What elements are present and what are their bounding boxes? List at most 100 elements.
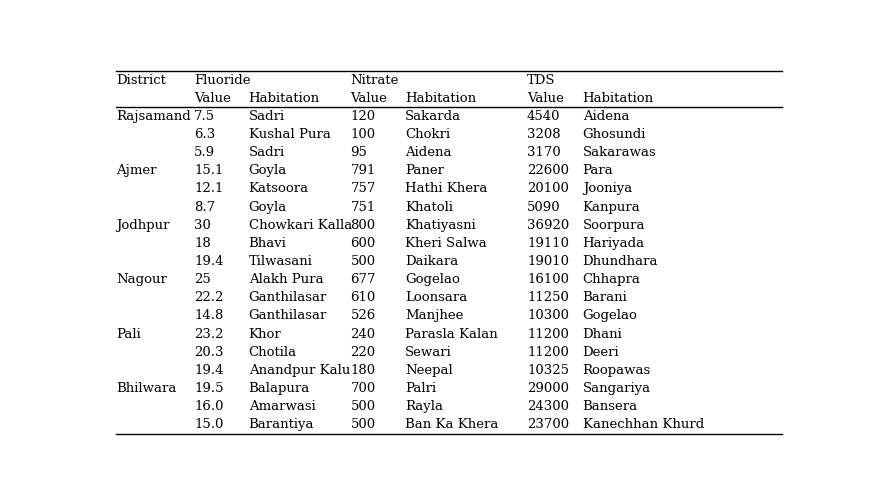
Text: Barani: Barani bbox=[583, 291, 627, 304]
Text: Ban Ka Khera: Ban Ka Khera bbox=[405, 418, 498, 431]
Text: Alakh Pura: Alakh Pura bbox=[249, 273, 323, 286]
Text: Ajmer: Ajmer bbox=[117, 164, 157, 177]
Text: Value: Value bbox=[350, 92, 387, 105]
Text: Ghosundi: Ghosundi bbox=[583, 128, 646, 141]
Text: 5.9: 5.9 bbox=[194, 146, 215, 159]
Text: Neepal: Neepal bbox=[405, 364, 453, 377]
Text: Chotila: Chotila bbox=[249, 346, 297, 359]
Text: 100: 100 bbox=[350, 128, 376, 141]
Text: 800: 800 bbox=[350, 219, 376, 232]
Text: Bansera: Bansera bbox=[583, 400, 638, 413]
Text: 23700: 23700 bbox=[527, 418, 569, 431]
Text: 20100: 20100 bbox=[527, 183, 569, 195]
Text: 6.3: 6.3 bbox=[194, 128, 215, 141]
Text: Dhundhara: Dhundhara bbox=[583, 255, 658, 268]
Text: Para: Para bbox=[583, 164, 613, 177]
Text: Katsoora: Katsoora bbox=[249, 183, 309, 195]
Text: 29000: 29000 bbox=[527, 382, 569, 395]
Text: Value: Value bbox=[527, 92, 564, 105]
Text: 15.1: 15.1 bbox=[194, 164, 223, 177]
Text: 95: 95 bbox=[350, 146, 367, 159]
Text: 500: 500 bbox=[350, 400, 376, 413]
Text: 16100: 16100 bbox=[527, 273, 569, 286]
Text: 10300: 10300 bbox=[527, 310, 569, 322]
Text: Nitrate: Nitrate bbox=[350, 73, 399, 86]
Text: 23.2: 23.2 bbox=[194, 327, 224, 341]
Text: Kanpura: Kanpura bbox=[583, 200, 640, 214]
Text: 4540: 4540 bbox=[527, 110, 561, 123]
Text: 14.8: 14.8 bbox=[194, 310, 223, 322]
Text: 24300: 24300 bbox=[527, 400, 569, 413]
Text: Sadri: Sadri bbox=[249, 146, 285, 159]
Text: Hariyada: Hariyada bbox=[583, 237, 645, 250]
Text: 240: 240 bbox=[350, 327, 376, 341]
Text: Soorpura: Soorpura bbox=[583, 219, 646, 232]
Text: Bhavi: Bhavi bbox=[249, 237, 286, 250]
Text: 220: 220 bbox=[350, 346, 376, 359]
Text: Khor: Khor bbox=[249, 327, 281, 341]
Text: Rajsamand: Rajsamand bbox=[117, 110, 191, 123]
Text: Loonsara: Loonsara bbox=[405, 291, 467, 304]
Text: TDS: TDS bbox=[527, 73, 555, 86]
Text: Ganthilasar: Ganthilasar bbox=[249, 291, 327, 304]
Text: Amarwasi: Amarwasi bbox=[249, 400, 315, 413]
Text: 3208: 3208 bbox=[527, 128, 561, 141]
Text: Palri: Palri bbox=[405, 382, 436, 395]
Text: 30: 30 bbox=[194, 219, 211, 232]
Text: Chowkari Kalla: Chowkari Kalla bbox=[249, 219, 352, 232]
Text: Parasla Kalan: Parasla Kalan bbox=[405, 327, 498, 341]
Text: Barantiya: Barantiya bbox=[249, 418, 314, 431]
Text: 600: 600 bbox=[350, 237, 376, 250]
Text: 180: 180 bbox=[350, 364, 376, 377]
Text: 11250: 11250 bbox=[527, 291, 569, 304]
Text: 19110: 19110 bbox=[527, 237, 569, 250]
Text: Dhani: Dhani bbox=[583, 327, 623, 341]
Text: Anandpur Kalu: Anandpur Kalu bbox=[249, 364, 350, 377]
Text: Aidena: Aidena bbox=[405, 146, 451, 159]
Text: Kushal Pura: Kushal Pura bbox=[249, 128, 330, 141]
Text: Gogelao: Gogelao bbox=[405, 273, 460, 286]
Text: Nagour: Nagour bbox=[117, 273, 167, 286]
Text: 18: 18 bbox=[194, 237, 211, 250]
Text: Goyla: Goyla bbox=[249, 200, 287, 214]
Text: Roopawas: Roopawas bbox=[583, 364, 651, 377]
Text: Habitation: Habitation bbox=[249, 92, 320, 105]
Text: Kheri Salwa: Kheri Salwa bbox=[405, 237, 486, 250]
Text: Habitation: Habitation bbox=[405, 92, 476, 105]
Text: 7.5: 7.5 bbox=[194, 110, 215, 123]
Text: 677: 677 bbox=[350, 273, 376, 286]
Text: 10325: 10325 bbox=[527, 364, 569, 377]
Text: Jodhpur: Jodhpur bbox=[117, 219, 170, 232]
Text: 500: 500 bbox=[350, 418, 376, 431]
Text: Paner: Paner bbox=[405, 164, 444, 177]
Text: Goyla: Goyla bbox=[249, 164, 287, 177]
Text: Khatiyasni: Khatiyasni bbox=[405, 219, 476, 232]
Text: Jooniya: Jooniya bbox=[583, 183, 632, 195]
Text: 11200: 11200 bbox=[527, 346, 569, 359]
Text: 25: 25 bbox=[194, 273, 211, 286]
Text: Sakarda: Sakarda bbox=[405, 110, 461, 123]
Text: 8.7: 8.7 bbox=[194, 200, 215, 214]
Text: 757: 757 bbox=[350, 183, 376, 195]
Text: Pali: Pali bbox=[117, 327, 141, 341]
Text: Aidena: Aidena bbox=[583, 110, 629, 123]
Text: 15.0: 15.0 bbox=[194, 418, 223, 431]
Text: Fluoride: Fluoride bbox=[194, 73, 251, 86]
Text: Gogelao: Gogelao bbox=[583, 310, 638, 322]
Text: 11200: 11200 bbox=[527, 327, 569, 341]
Text: Ganthilasar: Ganthilasar bbox=[249, 310, 327, 322]
Text: District: District bbox=[117, 73, 166, 86]
Text: 19010: 19010 bbox=[527, 255, 569, 268]
Text: Deeri: Deeri bbox=[583, 346, 619, 359]
Text: 500: 500 bbox=[350, 255, 376, 268]
Text: 22600: 22600 bbox=[527, 164, 569, 177]
Text: Sangariya: Sangariya bbox=[583, 382, 651, 395]
Text: Khatoli: Khatoli bbox=[405, 200, 453, 214]
Text: Chhapra: Chhapra bbox=[583, 273, 640, 286]
Text: Value: Value bbox=[194, 92, 231, 105]
Text: Bhilwara: Bhilwara bbox=[117, 382, 177, 395]
Text: 791: 791 bbox=[350, 164, 376, 177]
Text: 20.3: 20.3 bbox=[194, 346, 224, 359]
Text: Balapura: Balapura bbox=[249, 382, 310, 395]
Text: Rayla: Rayla bbox=[405, 400, 443, 413]
